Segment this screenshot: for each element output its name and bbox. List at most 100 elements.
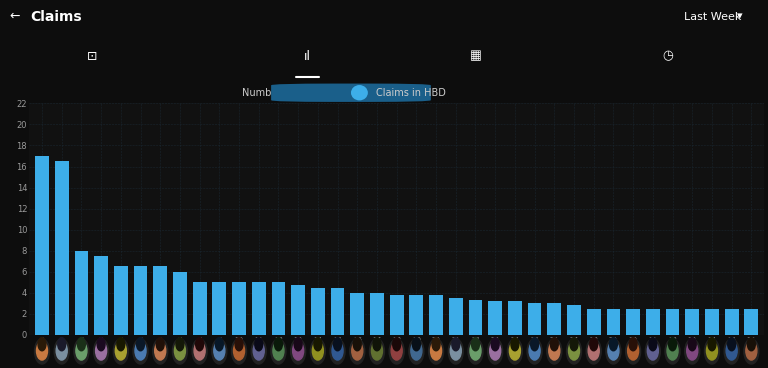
Circle shape <box>411 342 422 360</box>
Text: ıl: ıl <box>303 50 311 63</box>
Circle shape <box>372 342 382 360</box>
Circle shape <box>529 342 540 360</box>
Circle shape <box>470 342 481 360</box>
Circle shape <box>472 337 479 351</box>
Circle shape <box>215 337 223 351</box>
Text: ←: ← <box>9 10 20 23</box>
Circle shape <box>154 342 166 360</box>
Circle shape <box>726 342 737 360</box>
Ellipse shape <box>351 85 368 100</box>
Circle shape <box>55 339 69 364</box>
Circle shape <box>665 339 680 364</box>
Bar <box>685 309 699 335</box>
Circle shape <box>274 337 283 351</box>
Circle shape <box>135 342 146 360</box>
Circle shape <box>173 339 187 364</box>
Circle shape <box>293 342 303 360</box>
Circle shape <box>117 337 124 351</box>
Circle shape <box>313 342 323 360</box>
Bar <box>607 309 621 335</box>
Circle shape <box>133 339 148 364</box>
Bar <box>114 266 127 335</box>
Circle shape <box>724 339 739 364</box>
Circle shape <box>251 339 266 364</box>
Circle shape <box>74 339 89 364</box>
Bar <box>55 161 68 335</box>
Circle shape <box>114 339 128 364</box>
Bar <box>390 295 403 335</box>
Circle shape <box>452 337 460 351</box>
Bar <box>449 298 462 335</box>
Circle shape <box>704 339 720 364</box>
Circle shape <box>233 342 244 360</box>
Circle shape <box>176 337 184 351</box>
Circle shape <box>38 337 46 351</box>
Circle shape <box>468 339 483 364</box>
Text: Claims: Claims <box>31 10 82 24</box>
Bar <box>370 293 384 335</box>
Circle shape <box>492 337 499 351</box>
Bar <box>429 295 443 335</box>
FancyBboxPatch shape <box>271 84 431 102</box>
Text: Number of Claims: Number of Claims <box>243 88 330 98</box>
Circle shape <box>688 337 696 351</box>
Circle shape <box>629 337 637 351</box>
Bar <box>705 309 719 335</box>
Circle shape <box>567 339 581 364</box>
Circle shape <box>156 337 164 351</box>
Bar <box>213 282 227 335</box>
Circle shape <box>409 339 424 364</box>
Bar <box>666 309 680 335</box>
Bar <box>587 309 601 335</box>
Bar <box>548 303 561 335</box>
Circle shape <box>509 342 521 360</box>
Circle shape <box>137 337 144 351</box>
Bar <box>626 309 640 335</box>
Circle shape <box>531 337 538 351</box>
Circle shape <box>332 342 343 360</box>
Circle shape <box>174 342 185 360</box>
Circle shape <box>432 337 440 351</box>
Circle shape <box>95 342 107 360</box>
Circle shape <box>431 342 442 360</box>
Circle shape <box>687 342 698 360</box>
Bar <box>94 256 108 335</box>
Circle shape <box>490 342 501 360</box>
Bar <box>232 282 246 335</box>
Circle shape <box>412 337 420 351</box>
Text: ▦: ▦ <box>470 50 482 63</box>
Bar <box>488 301 502 335</box>
Bar <box>331 287 345 335</box>
Circle shape <box>645 339 660 364</box>
Bar <box>193 282 207 335</box>
Circle shape <box>389 339 404 364</box>
Circle shape <box>746 342 757 360</box>
Bar <box>134 266 147 335</box>
Circle shape <box>449 339 463 364</box>
Bar <box>272 282 286 335</box>
Bar <box>528 303 541 335</box>
Circle shape <box>273 342 284 360</box>
Circle shape <box>391 342 402 360</box>
Circle shape <box>667 342 678 360</box>
Text: Last Week: Last Week <box>684 11 741 22</box>
Circle shape <box>98 337 105 351</box>
Bar <box>350 293 364 335</box>
Bar <box>35 156 49 335</box>
Circle shape <box>586 339 601 364</box>
Circle shape <box>527 339 542 364</box>
Bar <box>154 266 167 335</box>
Circle shape <box>192 339 207 364</box>
Text: ⊡: ⊡ <box>87 50 98 63</box>
Circle shape <box>369 339 385 364</box>
Circle shape <box>56 342 68 360</box>
Circle shape <box>58 337 65 351</box>
Circle shape <box>608 342 619 360</box>
Circle shape <box>353 337 361 351</box>
Circle shape <box>588 342 599 360</box>
Circle shape <box>231 339 247 364</box>
Bar <box>468 300 482 335</box>
Circle shape <box>212 339 227 364</box>
Circle shape <box>290 339 306 364</box>
Circle shape <box>78 337 85 351</box>
